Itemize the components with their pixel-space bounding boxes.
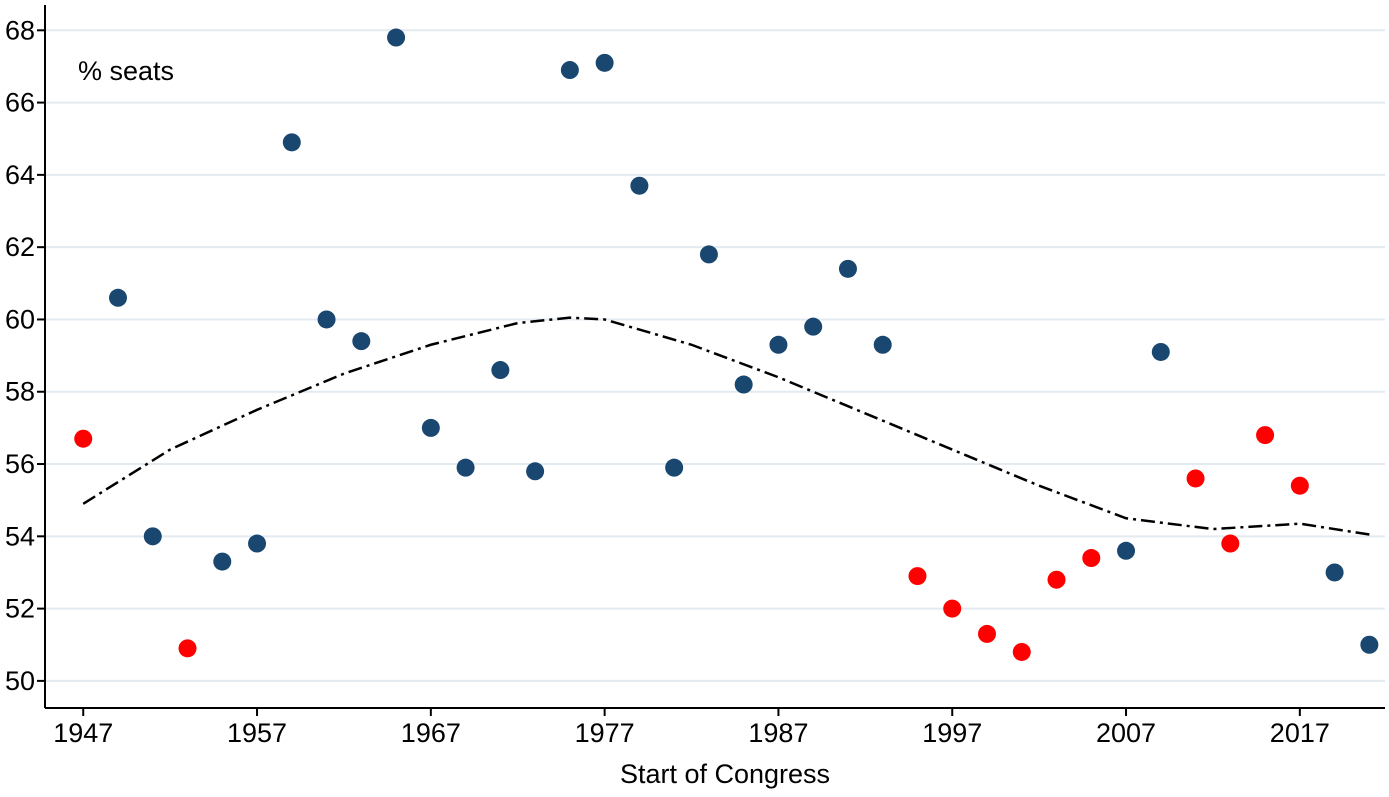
point — [873, 335, 892, 354]
point — [352, 332, 371, 351]
x-tick-label: 1957 — [227, 718, 287, 748]
y-tick-label: 52 — [5, 594, 35, 624]
point — [804, 317, 823, 336]
trend-line — [82, 316, 1370, 536]
point — [1221, 534, 1240, 553]
point — [1290, 476, 1309, 495]
y-tick-label: 68 — [5, 15, 35, 45]
y-tick-label: 62 — [5, 232, 35, 262]
point — [143, 527, 162, 546]
point — [1082, 549, 1101, 568]
y-tick-label: 56 — [5, 449, 35, 479]
x-axis-label: Start of Congress — [620, 759, 830, 789]
point — [1012, 642, 1031, 661]
x-tick-label: 1987 — [748, 718, 808, 748]
x-tick-label: 1947 — [53, 718, 113, 748]
y-tick-label: 58 — [5, 377, 35, 407]
point — [248, 534, 267, 553]
point — [1256, 426, 1275, 445]
point — [1047, 570, 1066, 589]
y-tick-label: 60 — [5, 304, 35, 334]
point — [178, 639, 197, 658]
point — [491, 361, 510, 380]
y-tick-label: 54 — [5, 521, 35, 551]
x-tick-label: 2017 — [1270, 718, 1330, 748]
point — [630, 176, 649, 195]
point — [213, 552, 232, 571]
y-tick-label: 50 — [5, 666, 35, 696]
point — [665, 458, 684, 477]
point — [769, 335, 788, 354]
point — [317, 310, 336, 329]
point — [734, 375, 753, 394]
point — [943, 599, 962, 618]
point — [838, 259, 857, 278]
point — [595, 53, 614, 72]
x-tick-label: 1967 — [401, 718, 461, 748]
y-tick-label: 66 — [5, 88, 35, 118]
point — [456, 458, 475, 477]
point — [108, 288, 127, 307]
point — [699, 245, 718, 264]
point — [421, 418, 440, 437]
point — [1117, 541, 1136, 560]
point — [1186, 469, 1205, 488]
point — [387, 28, 406, 47]
point — [282, 133, 301, 152]
x-tick-label: 1977 — [575, 718, 635, 748]
x-tick-label: 2007 — [1096, 718, 1156, 748]
point — [1325, 563, 1344, 582]
annotation: % seats — [78, 56, 174, 86]
point — [74, 429, 93, 448]
y-tick-label: 64 — [5, 160, 35, 190]
point — [1151, 342, 1170, 361]
point — [560, 61, 579, 80]
point — [977, 624, 996, 643]
point — [526, 462, 545, 481]
point — [908, 567, 927, 586]
x-tick-label: 1997 — [922, 718, 982, 748]
point — [1360, 635, 1379, 654]
